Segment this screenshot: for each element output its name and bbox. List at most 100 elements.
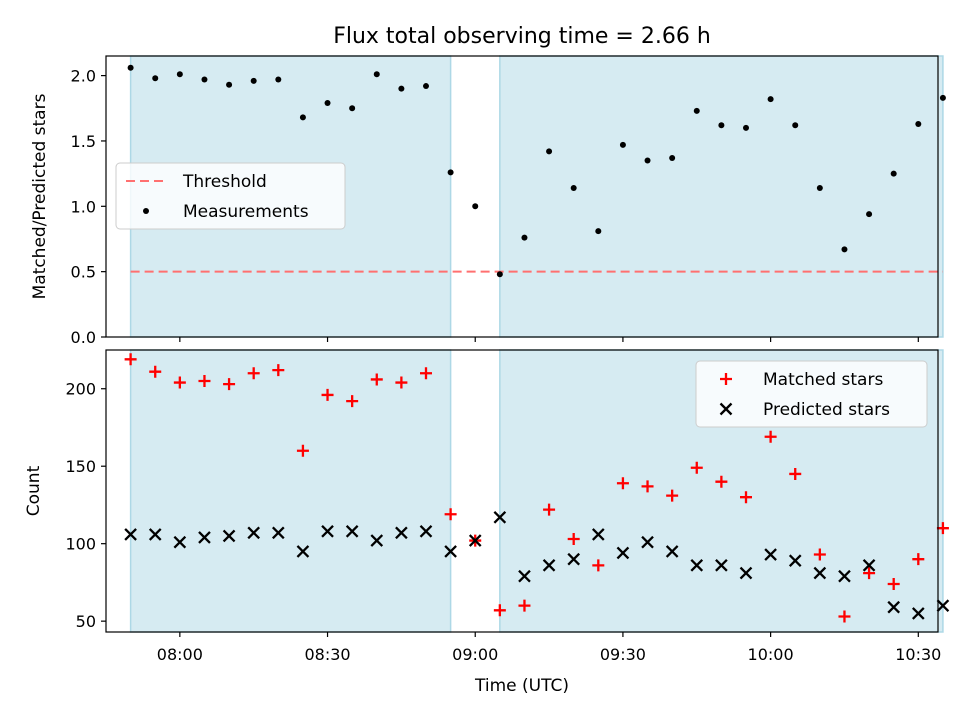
x-axis-label: Time (UTC) <box>474 676 569 696</box>
chart-title: Flux total observing time = 2.66 h <box>333 24 711 49</box>
predicted-star-point <box>148 528 162 541</box>
predicted-star-point <box>419 524 433 538</box>
matched-star-point <box>641 480 654 493</box>
matched-star-point <box>420 367 432 380</box>
measurement-point <box>275 76 282 83</box>
measurement-point <box>915 120 922 127</box>
count-panel: 50 100 150 200 08:00 08:30 09:00 09:30 10:00 10:3… <box>24 349 950 664</box>
matched-star-point <box>296 444 309 457</box>
measurement-point <box>201 76 208 83</box>
measurement-point <box>373 71 380 78</box>
predicted-star-point <box>567 552 581 566</box>
matched-star-point <box>223 378 236 391</box>
x-tick-label: 08:30 <box>304 645 350 664</box>
matched-star-point <box>690 461 703 474</box>
measurement-point <box>398 85 405 92</box>
matched-star-point <box>518 599 531 612</box>
x-tick-label: 09:00 <box>452 645 498 664</box>
matched-star-point <box>173 376 186 389</box>
predicted-star-point <box>838 569 851 583</box>
matched-star-point <box>321 388 334 401</box>
y-tick-label: 100 <box>65 535 96 554</box>
matched-star-point <box>715 475 728 488</box>
matched-star-point <box>616 477 629 490</box>
measurement-point <box>570 185 577 192</box>
measurement-point <box>841 246 848 253</box>
measurement-point <box>743 124 749 131</box>
legend-box <box>695 360 928 428</box>
matched-star-point <box>813 548 826 561</box>
predicted-star-point <box>271 526 285 540</box>
predicted-star-point <box>665 545 679 558</box>
measurement-point <box>792 122 799 129</box>
measurement-point <box>693 107 700 114</box>
predicted-star-point <box>911 607 925 620</box>
predicted-star-point <box>862 559 876 572</box>
measurement-point <box>521 234 528 241</box>
predicted-star-point <box>715 559 728 572</box>
predicted-star-point <box>198 531 211 544</box>
predicted-star-point <box>641 535 654 549</box>
predicted-star-point <box>321 524 334 538</box>
y-tick-label: 0.5 <box>71 263 96 282</box>
matched-star-point <box>493 604 506 617</box>
measurement-point <box>226 81 233 88</box>
measurement-point <box>866 211 873 218</box>
measurement-point <box>423 83 429 90</box>
predicted-star-point <box>345 524 359 538</box>
matched-star-point <box>198 374 211 387</box>
matched-star-point <box>567 533 580 546</box>
matched-star-point <box>370 373 383 386</box>
matched-star-point <box>912 553 925 566</box>
matched-star-point <box>789 467 802 480</box>
predicted-star-point <box>395 526 408 540</box>
legend-label: Measurements <box>183 202 309 222</box>
y-tick-label: 50 <box>76 612 96 631</box>
matched-star-point <box>666 489 679 502</box>
measurement-point <box>718 122 725 129</box>
matched-star-point <box>740 491 752 504</box>
measurement-point <box>816 185 823 192</box>
x-tick-label: 09:30 <box>600 645 646 664</box>
matched-star-point <box>936 522 949 535</box>
measurement-point <box>176 71 183 78</box>
matched-star-point <box>149 365 162 378</box>
measurement-point <box>669 154 676 161</box>
measurement-point <box>324 100 331 107</box>
x-tick-label: 10:30 <box>895 645 941 664</box>
ratio-panel: 0.0 0.5 1.0 1.5 2.0 Matched/Predicted stars Th… <box>30 55 946 347</box>
measurement-point <box>447 169 454 176</box>
measurement-point <box>546 148 553 155</box>
matched-star-point <box>863 567 876 580</box>
x-tick-label: 08:00 <box>157 645 203 664</box>
matched-star-point <box>887 577 900 590</box>
predicted-star-point <box>788 554 802 568</box>
predicted-star-point <box>764 548 777 561</box>
legend-predicted-swatch <box>719 402 733 416</box>
legend-label: Predicted stars <box>763 400 890 420</box>
predicted-star-point <box>887 600 901 614</box>
matched-star-point <box>395 376 408 389</box>
predicted-star-point <box>124 528 137 541</box>
y-tick-label: 150 <box>65 457 96 476</box>
measurement-point <box>472 203 479 210</box>
matched-star-point <box>838 610 851 623</box>
matched-star-point <box>272 364 285 377</box>
predicted-star-point <box>222 529 236 543</box>
predicted-star-point <box>813 566 827 580</box>
predicted-star-point <box>173 535 187 549</box>
predicted-star-point <box>468 534 482 547</box>
matched-star-point <box>247 367 260 380</box>
y-tick-label: 1.5 <box>71 132 96 151</box>
predicted-star-point <box>370 534 384 547</box>
legend-label: Matched stars <box>763 370 883 390</box>
predicted-star-point <box>936 599 950 612</box>
measurement-point <box>127 64 134 71</box>
matched-star-point <box>124 353 137 366</box>
matched-star-point <box>346 395 359 408</box>
predicted-star-point <box>493 511 507 524</box>
measurement-point <box>152 75 159 82</box>
y-tick-label: 0.0 <box>71 328 96 347</box>
predicted-star-point <box>739 566 753 580</box>
